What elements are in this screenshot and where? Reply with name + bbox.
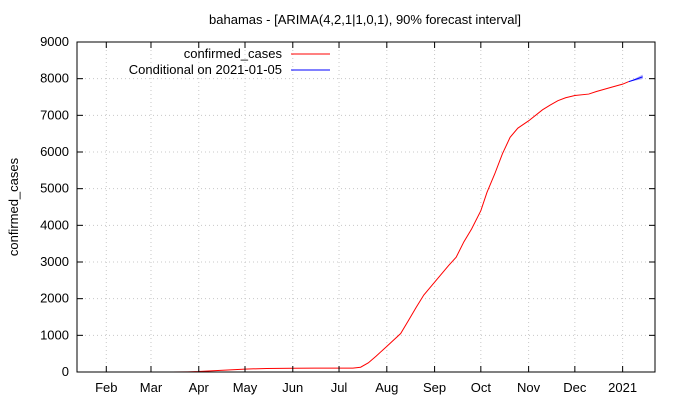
x-tick-label: Apr xyxy=(189,380,210,395)
legend-label-conditional: Conditional on 2021-01-05 xyxy=(129,62,282,77)
series-line-conditional xyxy=(628,76,643,83)
y-tick-label: 2000 xyxy=(40,291,69,306)
x-tick-label: Jul xyxy=(331,380,348,395)
x-tick-label: Oct xyxy=(471,380,492,395)
x-tick-label: Mar xyxy=(140,380,163,395)
x-tick-label: Dec xyxy=(563,380,587,395)
y-tick-label: 5000 xyxy=(40,181,69,196)
y-tick-label: 6000 xyxy=(40,144,69,159)
chart-title: bahamas - [ARIMA(4,2,1|1,0,1), 90% forec… xyxy=(209,12,521,27)
grid-lines xyxy=(77,42,655,372)
series-line-confirmed-cases xyxy=(172,81,629,373)
y-axis-label: confirmed_cases xyxy=(6,157,21,256)
y-tick-label: 0 xyxy=(62,364,69,379)
x-tick-label: Jun xyxy=(282,380,303,395)
legend: confirmed_cases Conditional on 2021-01-0… xyxy=(129,46,330,77)
x-tick-label: May xyxy=(233,380,258,395)
y-tick-label: 8000 xyxy=(40,71,69,86)
y-tick-label: 9000 xyxy=(40,34,69,49)
x-tick-label: Feb xyxy=(95,380,117,395)
x-tick-label: Sep xyxy=(423,380,446,395)
axis-ticks: 0 1000 2000 3000 4000 5000 6000 7000 8000 9000 Feb… xyxy=(40,34,655,395)
y-tick-label: 3000 xyxy=(40,254,69,269)
x-tick-label: Nov xyxy=(517,380,541,395)
legend-label-confirmed-cases: confirmed_cases xyxy=(184,46,283,61)
plot-frame xyxy=(76,41,656,373)
y-tick-label: 4000 xyxy=(40,217,69,232)
series-layer xyxy=(172,76,643,373)
y-tick-label: 1000 xyxy=(40,327,69,342)
x-tick-label: 2021 xyxy=(608,380,637,395)
x-tick-label: Aug xyxy=(375,380,398,395)
y-tick-label: 7000 xyxy=(40,107,69,122)
